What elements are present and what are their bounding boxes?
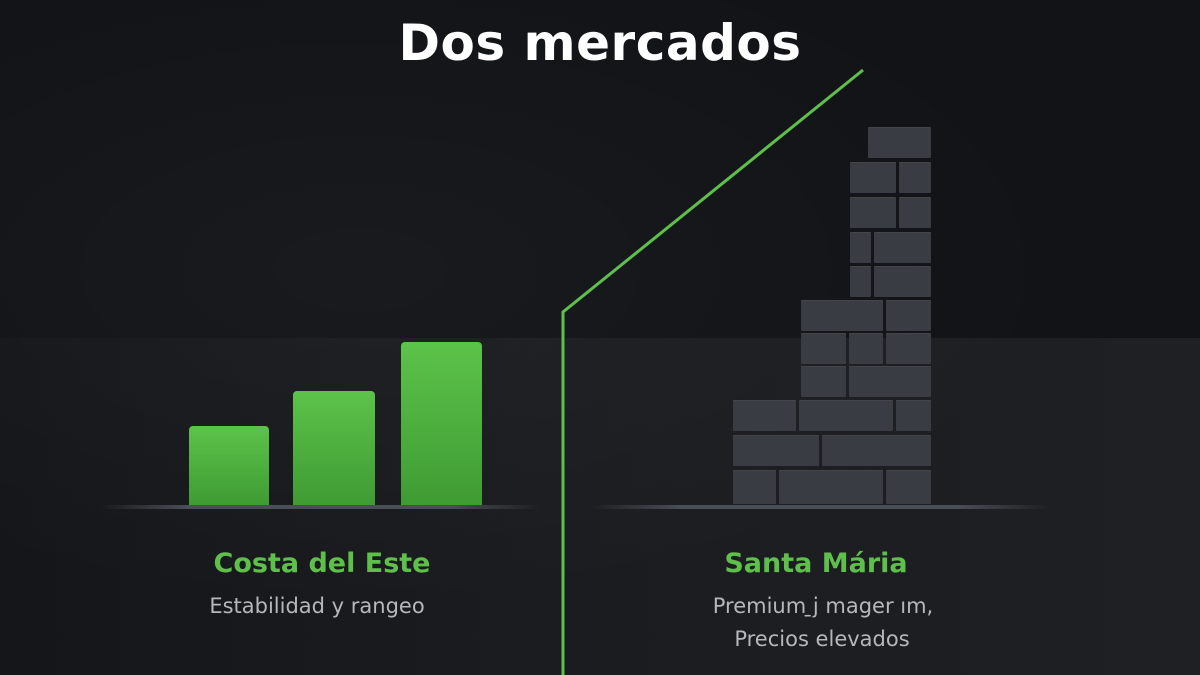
wall-brick	[801, 333, 846, 364]
wall-brick	[733, 400, 796, 431]
wall-brick	[886, 300, 931, 331]
wall-brick	[733, 470, 776, 504]
wall-brick	[850, 232, 871, 263]
wall-brick	[899, 162, 931, 193]
wall-brick	[849, 333, 883, 364]
wall-brick	[868, 127, 931, 158]
wall-brick	[850, 266, 871, 297]
right-market-subtitle-line2: Precios elevados	[734, 627, 910, 651]
page-title: Dos mercados	[398, 14, 802, 72]
right-market-name: Santa Mária	[724, 548, 908, 579]
wall-brick	[822, 435, 931, 466]
left-floor-line	[100, 505, 540, 509]
left-market-subtitle: Estabilidad y rangeo	[209, 594, 425, 618]
growth-bar-3	[401, 342, 482, 505]
wall-brick	[779, 470, 883, 504]
wall-brick	[850, 197, 896, 228]
wall-brick	[801, 300, 883, 331]
wall-brick	[733, 435, 819, 466]
wall-brick	[886, 333, 931, 364]
wall-brick	[849, 366, 931, 397]
growth-bar-1	[189, 426, 269, 505]
right-floor-line	[590, 505, 1050, 509]
left-market-name: Costa del Este	[213, 548, 431, 579]
wall-brick	[874, 266, 931, 297]
wall-brick	[896, 400, 931, 431]
wall-brick	[886, 470, 931, 504]
wall-brick	[801, 366, 846, 397]
wall-brick	[899, 197, 931, 228]
right-market-subtitle-line1: Premium ̱j mager ım,	[712, 594, 934, 618]
wall-brick	[799, 400, 893, 431]
growth-bar-2	[293, 391, 375, 505]
wall-brick	[874, 232, 931, 263]
wall-brick	[850, 162, 896, 193]
